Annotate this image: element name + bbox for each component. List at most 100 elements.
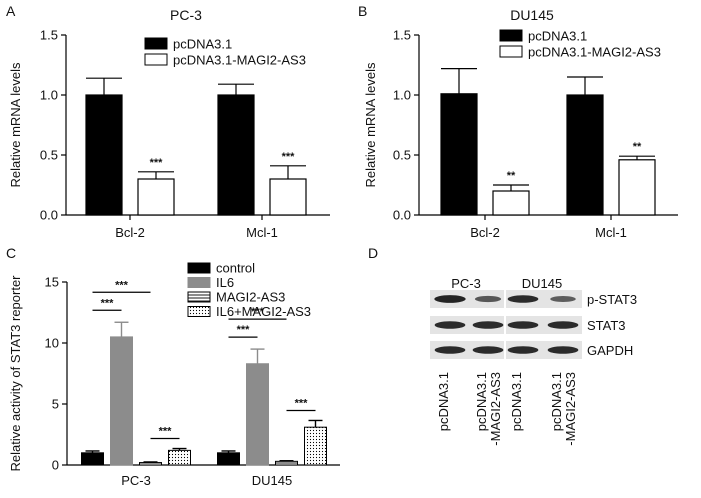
- bar: [269, 178, 307, 216]
- y-tick-label: 5: [52, 397, 59, 412]
- x-tick-label: PC-3: [121, 473, 151, 488]
- significance-label: ***: [251, 306, 265, 318]
- y-axis-label: Relative mRNA levels: [363, 62, 378, 187]
- bar: [304, 426, 327, 466]
- chart-c: 0 5 10 15 Relative activity of STAT3 reporte…: [8, 261, 340, 488]
- blot-band: [474, 295, 502, 303]
- blot-band: [434, 346, 466, 354]
- significance-label: ***: [150, 157, 164, 169]
- blot-membrane: [506, 341, 582, 359]
- blot-band-label: GAPDH: [587, 343, 633, 358]
- blot-group-label: DU145: [522, 276, 562, 291]
- blot-band: [507, 321, 539, 329]
- blot-membrane: [430, 290, 504, 308]
- y-tick-label: 1.0: [40, 88, 58, 103]
- significance-label: ***: [159, 426, 173, 438]
- significance-label: ***: [237, 324, 251, 336]
- legend-label: pcDNA3.1-MAGI2-AS3: [528, 45, 661, 60]
- legend-swatch: [144, 53, 168, 66]
- blot-band-label: STAT3: [587, 318, 626, 333]
- panel-letter-d: D: [368, 245, 378, 261]
- lane-label: -MAGI2-AS3: [488, 372, 503, 446]
- legend-swatch: [187, 291, 211, 303]
- lane-label: pcDNA3.1: [509, 372, 524, 431]
- blot-band: [434, 321, 466, 329]
- bar: [275, 460, 298, 466]
- legend-swatch: [499, 45, 523, 58]
- blot-band: [434, 295, 466, 303]
- blot-band: [547, 321, 579, 329]
- legend-label: control: [216, 261, 255, 276]
- bar: [492, 190, 530, 216]
- bar: [81, 452, 104, 466]
- chart-title: DU145: [510, 7, 554, 23]
- panel-letter-c: C: [6, 245, 16, 261]
- legend-label: MAGI2-AS3: [216, 290, 285, 305]
- legend-label: IL6: [216, 275, 234, 290]
- significance-label: ***: [295, 397, 309, 409]
- blot-membrane: [430, 341, 504, 359]
- legend-swatch: [187, 262, 211, 274]
- lane-label: pcDNA3.1: [436, 372, 451, 431]
- y-tick-label: 15: [45, 275, 59, 290]
- legend-label: pcDNA3.1-MAGI2-AS3: [173, 53, 306, 68]
- legend-label: IL6+MAGI2-AS3: [216, 304, 311, 319]
- y-tick-label: 10: [45, 336, 59, 351]
- bar: [168, 449, 191, 466]
- lane-label: -MAGI2-AS3: [563, 372, 578, 446]
- blot-band-label: p-STAT3: [587, 292, 637, 307]
- bar: [566, 94, 604, 216]
- chart-b: 0.0 0.5 1.0 1.5 Relative mRNA levels DU145 Bcl…: [363, 7, 678, 240]
- legend-label: pcDNA3.1: [528, 29, 587, 44]
- significance-label: ***: [101, 297, 115, 309]
- y-axis-label: Relative mRNA levels: [8, 62, 23, 187]
- bar: [440, 93, 478, 216]
- legend-swatch: [187, 306, 211, 317]
- significance-label: ***: [282, 151, 296, 163]
- lane-label: pcDNA3.1: [474, 372, 489, 431]
- blot-band: [472, 346, 504, 354]
- x-tick-label: Mcl-1: [246, 225, 278, 240]
- blot-membrane: [506, 316, 582, 334]
- x-tick-label: Mcl-1: [595, 225, 627, 240]
- x-tick-label: Bcl-2: [115, 225, 145, 240]
- legend-swatch: [144, 37, 168, 50]
- y-tick-label: 0.0: [40, 208, 58, 223]
- bar: [110, 336, 133, 466]
- bar: [139, 462, 162, 466]
- blot-group-label: PC-3: [451, 276, 481, 291]
- y-tick-label: 0.0: [393, 208, 411, 223]
- chart-title: PC-3: [170, 7, 202, 23]
- y-tick-label: 1.5: [40, 28, 58, 43]
- blot-band: [547, 346, 579, 354]
- y-axis-label: Relative activity of STAT3 reporter: [8, 275, 23, 472]
- blot-band: [507, 295, 539, 303]
- x-tick-label: Bcl-2: [470, 225, 500, 240]
- legend-label: pcDNA3.1: [173, 37, 232, 52]
- legend-swatch: [187, 277, 211, 288]
- lane-label: pcDNA3.1: [549, 372, 564, 431]
- blot-membrane: [430, 316, 504, 334]
- blot-band: [550, 296, 576, 302]
- blot-membrane: [506, 290, 582, 308]
- y-tick-label: 1.5: [393, 28, 411, 43]
- y-tick-label: 0.5: [393, 148, 411, 163]
- bar: [618, 159, 656, 216]
- panel-letter-b: B: [358, 3, 367, 19]
- blot-band: [507, 346, 539, 354]
- bar: [217, 94, 255, 216]
- legend-swatch: [499, 29, 523, 42]
- y-tick-label: 0.5: [40, 148, 58, 163]
- significance-label: **: [633, 141, 642, 153]
- bar: [137, 178, 175, 216]
- chart-a: 0.0 0.5 1.0 1.5 Relative mRNA levels PC-3 Bcl-…: [8, 7, 330, 240]
- significance-label: **: [507, 170, 516, 182]
- bar: [85, 94, 123, 216]
- western-blot: PC-3 DU145 p-STAT3 STAT3 GAPDH pcDNA3.1 pcDNA3…: [430, 276, 637, 446]
- x-tick-label: DU145: [252, 473, 292, 488]
- y-tick-label: 0: [52, 458, 59, 473]
- panel-letter-a: A: [6, 3, 16, 19]
- significance-label: ***: [115, 279, 129, 291]
- y-tick-label: 1.0: [393, 88, 411, 103]
